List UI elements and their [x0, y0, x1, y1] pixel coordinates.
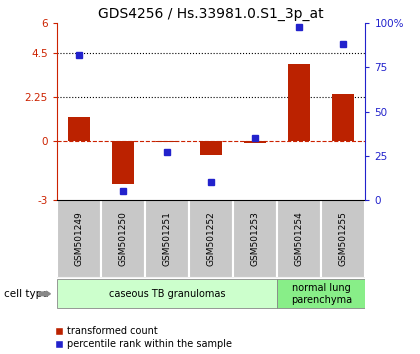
- Bar: [277, 279, 365, 308]
- Bar: [156, 141, 178, 142]
- Title: GDS4256 / Hs.33981.0.S1_3p_at: GDS4256 / Hs.33981.0.S1_3p_at: [98, 7, 324, 21]
- Bar: [244, 141, 266, 143]
- Text: GSM501253: GSM501253: [251, 211, 260, 267]
- Legend: transformed count, percentile rank within the sample: transformed count, percentile rank withi…: [55, 326, 232, 349]
- Bar: [189, 200, 233, 278]
- Text: GSM501250: GSM501250: [118, 211, 127, 267]
- Bar: [145, 200, 189, 278]
- Bar: [112, 141, 134, 184]
- Bar: [200, 141, 222, 155]
- Text: GSM501251: GSM501251: [163, 211, 171, 267]
- Bar: [57, 279, 277, 308]
- Bar: [277, 200, 321, 278]
- Text: GSM501255: GSM501255: [339, 211, 348, 267]
- Text: caseous TB granulomas: caseous TB granulomas: [109, 289, 225, 299]
- Bar: [321, 200, 365, 278]
- Bar: [57, 200, 101, 278]
- Text: GSM501252: GSM501252: [207, 212, 215, 266]
- Text: cell type: cell type: [4, 289, 49, 299]
- Bar: [233, 200, 277, 278]
- Text: GSM501249: GSM501249: [74, 212, 83, 266]
- Text: GSM501254: GSM501254: [295, 212, 304, 266]
- Bar: [288, 64, 310, 141]
- Text: normal lung
parenchyma: normal lung parenchyma: [291, 283, 352, 305]
- Bar: [101, 200, 145, 278]
- Bar: [332, 94, 354, 141]
- Bar: [68, 118, 90, 141]
